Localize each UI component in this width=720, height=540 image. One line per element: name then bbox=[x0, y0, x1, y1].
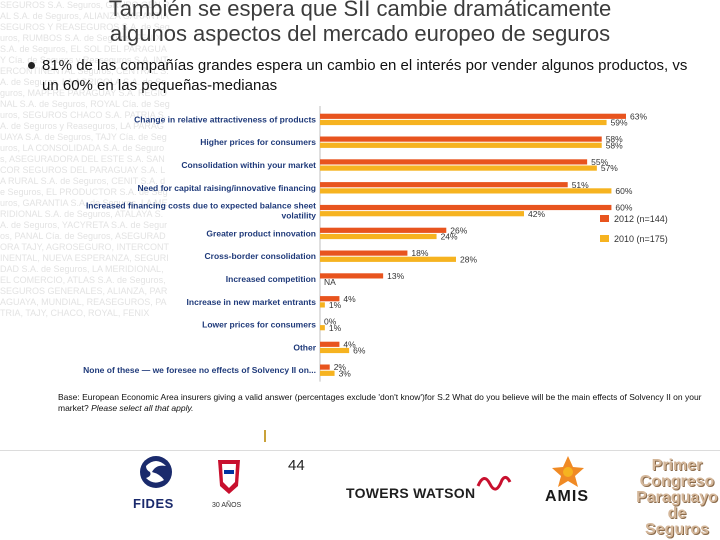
anniversary-seal-icon bbox=[218, 460, 240, 494]
bar-2012 bbox=[320, 296, 340, 302]
bar-2012 bbox=[320, 136, 602, 142]
category-label: Need for capital raising/innovative fina… bbox=[137, 183, 316, 193]
bar-2012 bbox=[320, 341, 340, 347]
congreso-line-3: Paraguayo bbox=[636, 489, 718, 506]
footer-rule bbox=[0, 450, 720, 451]
towers-watson-swoosh-icon bbox=[476, 475, 512, 491]
bar-2010 bbox=[320, 370, 335, 376]
value-label: 18% bbox=[411, 248, 428, 258]
value-label: 28% bbox=[460, 254, 477, 264]
category-label: Greater product innovation bbox=[206, 228, 316, 238]
fides-logo-icon bbox=[140, 456, 172, 488]
legend-swatch bbox=[600, 215, 609, 222]
bar-2010 bbox=[320, 233, 437, 240]
congreso-line-1: Primer bbox=[651, 457, 703, 474]
base-note-instruction: Please select all that apply. bbox=[91, 403, 194, 413]
value-label: 57% bbox=[601, 163, 618, 173]
value-label: 60% bbox=[615, 203, 632, 213]
value-label: 26% bbox=[450, 225, 467, 235]
category-label: Cross-border consolidation bbox=[205, 251, 316, 261]
value-label: 58% bbox=[606, 140, 623, 150]
title-line-2: algunos aspectos del mercado europeo de … bbox=[109, 21, 611, 46]
value-label: 4% bbox=[343, 294, 356, 304]
value-label: 51% bbox=[572, 180, 589, 190]
legend-swatch bbox=[600, 235, 609, 242]
bar-2010 bbox=[320, 347, 350, 354]
title-line-1: También se espera que SII cambie dramáti… bbox=[108, 0, 612, 21]
congreso-logo: Primer Congreso Paraguayo de Seguros bbox=[634, 458, 720, 538]
value-label: 13% bbox=[387, 271, 404, 281]
legend-label: 2012 (n=144) bbox=[614, 214, 668, 224]
bar-2012 bbox=[320, 227, 447, 233]
bar-2012 bbox=[320, 159, 588, 165]
bar-2010 bbox=[320, 165, 597, 171]
fides-logo-text: FIDES bbox=[133, 496, 174, 511]
bar-2012 bbox=[320, 113, 626, 119]
category-label: Higher prices for consumers bbox=[200, 137, 316, 147]
value-label: 1% bbox=[329, 300, 342, 310]
bar-2012 bbox=[320, 273, 384, 279]
value-label: 0% bbox=[324, 317, 337, 327]
value-label: 24% bbox=[441, 232, 458, 242]
value-label: 1% bbox=[329, 323, 342, 333]
category-label: None of these — we foresee no effects of… bbox=[83, 365, 316, 375]
value-label: 42% bbox=[528, 209, 545, 219]
bar-2010 bbox=[320, 119, 607, 126]
amis-text: AMIS bbox=[545, 488, 589, 505]
footer-logos: FIDES 30 AÑOS TOWERS WATSON AMIS Primer … bbox=[0, 452, 720, 540]
value-label: 4% bbox=[343, 339, 356, 349]
divider-mark bbox=[264, 430, 266, 442]
base-note: Base: European Economic Area insurers gi… bbox=[58, 392, 718, 414]
page-number: 44 bbox=[288, 457, 305, 474]
base-note-line-2: effects of Solvency II on your market? bbox=[58, 392, 702, 413]
towers-watson-text: TOWERS WATSON bbox=[346, 485, 476, 501]
value-label: 59% bbox=[611, 118, 628, 128]
legend-label: 2010 (n=175) bbox=[614, 234, 668, 244]
amis-logo-icon bbox=[552, 456, 584, 487]
value-label: 58% bbox=[606, 134, 623, 144]
slide-title: También se espera que SII cambie dramáti… bbox=[0, 0, 720, 46]
bullet-text: 81% de las compañías grandes espera un c… bbox=[42, 57, 688, 94]
value-label: 2% bbox=[334, 362, 347, 372]
anniversary-text: 30 AÑOS bbox=[212, 502, 242, 509]
value-label: 60% bbox=[615, 186, 632, 196]
bar-2010 bbox=[320, 142, 602, 148]
bar-2010 bbox=[320, 256, 456, 262]
bar-2012 bbox=[320, 182, 568, 188]
background-company-list: SEGUROS S.A. Seguros, GRUPO GEN RAL S.A.… bbox=[0, 0, 170, 318]
bar-2012 bbox=[320, 250, 408, 256]
bar-2010 bbox=[320, 302, 325, 308]
bar-2010 bbox=[320, 188, 612, 194]
bullet-dot-icon bbox=[28, 62, 35, 69]
value-label: 63% bbox=[630, 111, 647, 121]
category-label: Lower prices for consumers bbox=[202, 320, 316, 330]
congreso-line-2: Congreso bbox=[639, 473, 715, 490]
category-label: Consolidation within your market bbox=[181, 160, 316, 170]
category-label: Increase in new market entrants bbox=[187, 297, 317, 307]
bar-2012 bbox=[320, 204, 612, 211]
category-label: Change in relative attractiveness of pro… bbox=[134, 114, 316, 124]
category-label: Increased competition bbox=[226, 274, 316, 284]
value-label: 3% bbox=[339, 368, 352, 378]
value-label: 55% bbox=[591, 157, 608, 167]
value-label: NA bbox=[324, 277, 336, 287]
effects-bar-chart: Change in relative attractiveness of pro… bbox=[83, 106, 668, 382]
bar-2010 bbox=[320, 211, 524, 217]
bar-2010 bbox=[320, 325, 325, 331]
category-label: Increased financing costs due to expecte… bbox=[86, 201, 316, 221]
base-note-line-1: Base: European Economic Area insurers gi… bbox=[58, 392, 591, 402]
value-label: 6% bbox=[353, 346, 366, 356]
congreso-line-4: de Seguros bbox=[644, 505, 709, 538]
category-label: Other bbox=[293, 342, 316, 352]
bar-2012 bbox=[320, 364, 330, 370]
